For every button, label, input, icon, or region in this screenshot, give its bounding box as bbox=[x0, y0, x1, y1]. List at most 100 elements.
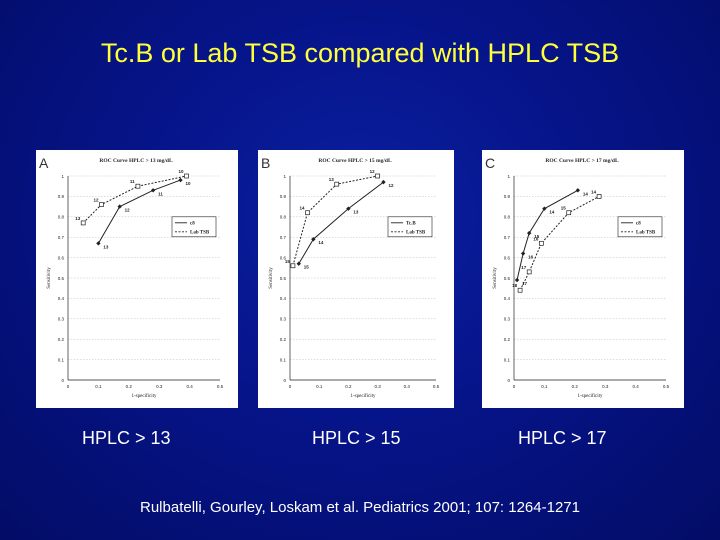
y-tick-label: 0 bbox=[283, 378, 286, 383]
y-tick-label: 0.9 bbox=[58, 194, 65, 199]
slide-title: Tc.B or Lab TSB compared with HPLC TSB bbox=[100, 38, 620, 68]
chart-title: ROC Curve HPLC > 15 mg/dL bbox=[318, 158, 392, 164]
data-point-diamond bbox=[381, 179, 386, 185]
data-label: 13 bbox=[329, 177, 335, 182]
data-label: 14 bbox=[583, 191, 589, 196]
data-label: 12 bbox=[388, 183, 394, 188]
legend-label: Lab TSB bbox=[636, 231, 656, 236]
x-tick-label: 0.3 bbox=[156, 384, 163, 389]
data-point-square bbox=[596, 194, 602, 199]
y-axis-label: Sensitivity bbox=[269, 267, 274, 289]
y-axis-label: Sensitivity bbox=[47, 267, 52, 289]
x-tick-label: 0 bbox=[67, 384, 70, 389]
x-tick-label: 0.2 bbox=[345, 384, 352, 389]
x-tick-label: 0.1 bbox=[95, 384, 102, 389]
data-point-square bbox=[135, 183, 141, 189]
y-tick-label: 0.2 bbox=[280, 337, 287, 342]
y-tick-label: 0.7 bbox=[280, 235, 287, 240]
y-tick-label: 0 bbox=[507, 378, 510, 383]
data-point-square bbox=[566, 210, 572, 216]
data-label: 16 bbox=[533, 236, 539, 241]
x-tick-label: 0.5 bbox=[433, 384, 440, 389]
data-label: 10 bbox=[179, 169, 185, 174]
x-tick-label: 0.1 bbox=[541, 384, 548, 389]
x-tick-label: 0 bbox=[289, 384, 292, 389]
caption-hplc-17: HPLC > 17 bbox=[518, 428, 607, 448]
data-label: 17 bbox=[522, 281, 528, 286]
y-tick-label: 1 bbox=[61, 174, 64, 179]
chart-title: ROC Curve HPLC > 13 mg/dL bbox=[99, 158, 173, 164]
data-label: 14 bbox=[300, 206, 306, 211]
data-label: 14 bbox=[549, 210, 555, 215]
data-label: 14 bbox=[318, 240, 324, 245]
data-label: 17 bbox=[521, 265, 527, 270]
caption-hplc-13: HPLC > 13 bbox=[82, 428, 171, 448]
roc-chart-c: C ROC Curve HPLC > 17 mg/dL 0 0.1 0.2 0.3 0.4 0… bbox=[485, 155, 670, 399]
data-point-diamond bbox=[150, 188, 156, 193]
x-tick-label: 0.5 bbox=[663, 384, 670, 389]
y-tick-label: 0.2 bbox=[58, 337, 65, 342]
x-tick-label: 0.5 bbox=[217, 384, 224, 389]
legend-label: Lab TSB bbox=[190, 231, 210, 236]
data-point-square bbox=[334, 181, 340, 187]
y-tick-label: 0.7 bbox=[58, 235, 65, 240]
data-point-diamond bbox=[575, 188, 581, 193]
data-label: 18 bbox=[512, 283, 518, 288]
y-tick-label: 0.1 bbox=[58, 357, 65, 362]
series-line-1 bbox=[298, 181, 384, 264]
data-label: 10 bbox=[185, 181, 191, 186]
data-point-square bbox=[539, 240, 544, 246]
citation: Rulbatelli, Gourley, Loskam et al. Pedia… bbox=[140, 499, 580, 516]
y-tick-label: 0.4 bbox=[504, 296, 511, 301]
series-line-2 bbox=[82, 175, 187, 224]
data-point-diamond bbox=[346, 206, 351, 211]
data-label: 13 bbox=[75, 216, 81, 221]
data-label: 11 bbox=[158, 191, 163, 196]
chart-panel-b: B ROC Curve HPLC > 15 mg/dL 0 0.1 0.2 0.3 0.4 0… bbox=[258, 150, 454, 408]
y-tick-label: 0.7 bbox=[504, 235, 511, 240]
caption-hplc-15: HPLC > 15 bbox=[312, 428, 401, 448]
x-tick-label: 0.2 bbox=[126, 384, 133, 389]
data-label: 16 bbox=[528, 255, 534, 260]
panel-letter: C bbox=[485, 155, 495, 171]
legend-label: c8 bbox=[190, 222, 195, 227]
data-label: 12 bbox=[370, 169, 376, 174]
chart-title: ROC Curve HPLC > 17 mg/dL bbox=[545, 158, 619, 164]
panel-letter: B bbox=[261, 155, 270, 171]
data-point-diamond bbox=[311, 237, 316, 242]
legend-label: c8 bbox=[636, 222, 641, 227]
series-line-2 bbox=[519, 195, 600, 291]
y-tick-label: 0.5 bbox=[504, 276, 511, 281]
data-point-square bbox=[526, 269, 532, 275]
data-label: 15 bbox=[285, 259, 291, 264]
roc-chart-a: A ROC Curve HPLC > 13 mg/dL 0 0.1 0.2 0.3 0.4 0… bbox=[39, 155, 224, 399]
data-label: 11 bbox=[130, 179, 135, 184]
y-tick-label: 0.6 bbox=[280, 255, 287, 260]
x-tick-label: 0.1 bbox=[316, 384, 323, 389]
data-label: 15 bbox=[534, 234, 540, 239]
x-axis-label: 1-specificity bbox=[351, 394, 376, 399]
y-tick-label: 0.1 bbox=[280, 357, 287, 362]
y-tick-label: 0.3 bbox=[504, 317, 511, 322]
data-label: 15 bbox=[304, 265, 310, 270]
data-point-diamond bbox=[178, 177, 183, 183]
y-tick-label: 0.9 bbox=[280, 194, 287, 199]
x-tick-label: 0.4 bbox=[632, 384, 639, 389]
legend-label: Lab TSB bbox=[406, 231, 426, 236]
data-label: 12 bbox=[93, 198, 99, 203]
chart-panel-a: A ROC Curve HPLC > 13 mg/dL 0 0.1 0.2 0.3 0.4 0… bbox=[36, 150, 238, 408]
y-tick-label: 0.9 bbox=[504, 194, 511, 199]
y-tick-label: 0.3 bbox=[280, 317, 287, 322]
data-point-diamond bbox=[296, 261, 301, 266]
x-tick-label: 0.4 bbox=[404, 384, 411, 389]
data-label: 13 bbox=[103, 244, 109, 249]
x-axis-label: 1-specificity bbox=[578, 394, 603, 399]
x-tick-label: 0 bbox=[513, 384, 516, 389]
data-point-square bbox=[99, 202, 104, 207]
y-tick-label: 0.1 bbox=[504, 357, 511, 362]
y-tick-label: 1 bbox=[507, 174, 510, 179]
y-tick-label: 0.8 bbox=[504, 215, 511, 220]
data-point-square bbox=[305, 210, 310, 216]
data-label: 15 bbox=[561, 206, 567, 211]
y-tick-label: 1 bbox=[283, 174, 286, 179]
